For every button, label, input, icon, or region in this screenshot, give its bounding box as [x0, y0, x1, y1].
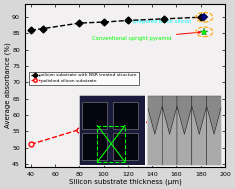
- Y-axis label: Average absorbance (%): Average absorbance (%): [4, 43, 11, 129]
- Legend: silicon substrate with NSR treated structure, polished silicon substrate: silicon substrate with NSR treated struc…: [29, 72, 139, 85]
- X-axis label: Silicon substrate thickness (μm): Silicon substrate thickness (μm): [68, 178, 181, 185]
- Text: Conventional upright pyramid: Conventional upright pyramid: [91, 31, 200, 41]
- Text: As-prepared black silicon: As-prepared black silicon: [125, 17, 200, 24]
